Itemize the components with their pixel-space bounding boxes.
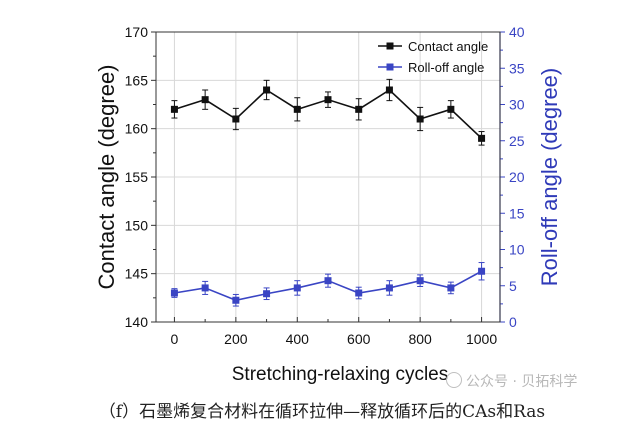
- data-point: [416, 277, 424, 285]
- y-tick-label: 170: [125, 24, 149, 40]
- y-tick-label: 160: [125, 121, 149, 137]
- figure-caption: （f）石墨烯复合材料在循环拉伸—释放循环后的CAs和Ras: [98, 402, 546, 422]
- y-tick-label: 140: [125, 314, 149, 330]
- chart: 0 200 400 600 800 1000 140 145 150 155 160 165 170 0 5…: [94, 24, 562, 385]
- y2-tick-label: 20: [509, 169, 525, 185]
- data-point: [355, 289, 363, 297]
- data-point: [201, 96, 209, 104]
- y2-tick-label: 0: [509, 314, 517, 330]
- data-point: [447, 105, 455, 113]
- y2-tick-label: 30: [509, 97, 525, 113]
- x-tick-label: 0: [171, 331, 179, 347]
- data-point: [232, 115, 240, 123]
- x-tick-label: 800: [408, 331, 432, 347]
- data-point: [416, 115, 424, 123]
- x-tick-label: 600: [347, 331, 371, 347]
- wechat-icon: [446, 372, 462, 388]
- data-point: [232, 296, 240, 304]
- y-tick-label: 145: [125, 266, 149, 282]
- legend-label-1: Contact angle: [408, 39, 488, 54]
- plot-frame: [155, 31, 501, 323]
- y2-tick-label: 15: [509, 205, 525, 221]
- y2-tick-label: 25: [509, 133, 525, 149]
- x-tick-label: 400: [286, 331, 310, 347]
- legend-marker-1: [386, 42, 394, 50]
- y-tick-label: 155: [125, 169, 149, 185]
- data-point: [263, 290, 271, 298]
- data-point: [355, 105, 363, 113]
- data-point: [170, 289, 178, 297]
- y2-tick-label: 5: [509, 278, 517, 294]
- legend-label-2: Roll-off angle: [408, 60, 484, 75]
- data-point: [324, 277, 332, 285]
- data-point: [201, 284, 209, 292]
- y2-axis-label: Roll-off angle (degree): [537, 68, 562, 287]
- data-point: [263, 86, 271, 94]
- data-point: [170, 105, 178, 113]
- data-point: [293, 105, 301, 113]
- watermark-text: 公众号 · 贝拓科学: [466, 374, 578, 390]
- data-point: [293, 284, 301, 292]
- y-axis-label: Contact angle (degree): [94, 64, 119, 289]
- y2-tick-label: 40: [509, 24, 525, 40]
- data-point: [478, 267, 486, 275]
- watermark: 公众号 · 贝拓科学: [446, 371, 577, 391]
- y2-tick-label: 35: [509, 60, 525, 76]
- x-axis-label: Stretching-relaxing cycles: [232, 364, 448, 385]
- legend-marker-2: [386, 63, 394, 71]
- x-tick-label: 200: [224, 331, 248, 347]
- data-point: [385, 284, 393, 292]
- x-tick-label: 1000: [466, 331, 497, 347]
- data-point: [385, 86, 393, 94]
- data-point: [324, 96, 332, 104]
- y2-tick-label: 10: [509, 242, 525, 258]
- y-tick-label: 150: [125, 217, 149, 233]
- data-point: [478, 134, 486, 142]
- data-point: [447, 284, 455, 292]
- y-tick-label: 165: [125, 72, 149, 88]
